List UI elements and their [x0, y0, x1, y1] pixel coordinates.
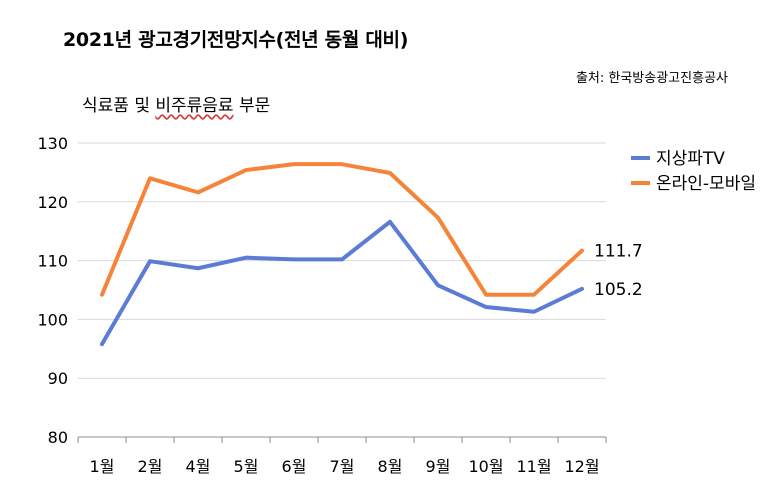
data-label: 105.2: [594, 280, 643, 300]
x-tick-label: 2월: [138, 457, 163, 476]
y-tick-label: 120: [37, 193, 68, 212]
x-tick-label: 7월: [330, 457, 355, 476]
x-tick-label: 4월: [186, 457, 211, 476]
y-tick-label: 130: [37, 134, 68, 153]
x-tick-label: 1월: [90, 457, 115, 476]
chart-subtitle: 식료품 및 비주류음료 부문: [82, 91, 270, 116]
subtitle-prefix: 식료품 및: [82, 96, 156, 116]
x-tick-label: 6월: [282, 457, 307, 476]
series-line-1: [100, 219, 584, 347]
y-tick-label: 80: [48, 428, 68, 447]
legend-label-1: 지상파TV: [656, 149, 725, 169]
chart-title: 2021년 광고경기전망지수(전년 동월 대비): [63, 29, 409, 51]
y-tick-label: 90: [48, 369, 68, 388]
y-tick-label: 100: [37, 310, 68, 329]
x-tick-label: 12월: [564, 457, 599, 476]
y-tick-label: 110: [37, 252, 68, 271]
x-tick-label: 8월: [378, 457, 403, 476]
x-tick-label: 5월: [234, 457, 259, 476]
x-tick-label: 9월: [426, 457, 451, 476]
legend-label-2: 온라인-모바일: [656, 174, 756, 194]
source-note: 출처: 한국방송광고진흥공사: [575, 71, 728, 86]
data-label: 111.7: [594, 242, 643, 262]
series-line-2: [100, 162, 584, 297]
x-tick-label: 10월: [468, 457, 503, 476]
subtitle-suffix: 부문: [233, 96, 271, 116]
x-tick-label: 11월: [516, 457, 551, 476]
subtitle-mid: 비주류음료: [155, 96, 234, 116]
